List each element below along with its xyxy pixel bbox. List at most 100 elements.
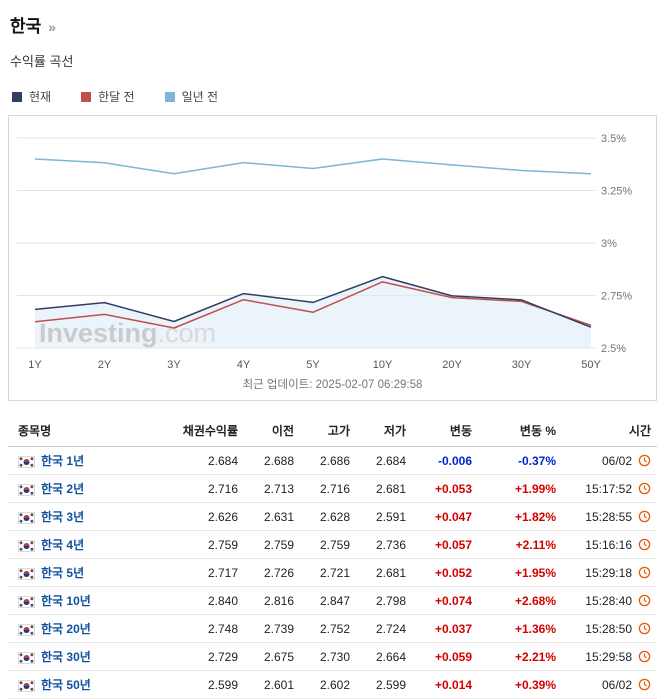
page-header: 한국 » <box>8 8 657 39</box>
legend-item-one-month-ago[interactable]: 한달 전 <box>81 88 135 105</box>
change-cell: +0.052 <box>412 558 478 587</box>
change-pct-cell: +2.21% <box>478 642 562 671</box>
x-axis-tick-label: 4Y <box>237 359 251 371</box>
change-pct-cell: +1.95% <box>478 558 562 587</box>
legend-swatch-one-month-icon <box>81 91 92 102</box>
instrument-cell: 한국 3년 <box>8 502 158 531</box>
yield-cell: 2.684 <box>158 446 244 475</box>
x-axis-tick-label: 5Y <box>306 359 320 371</box>
instrument-link[interactable]: 한국 3년 <box>41 510 85 524</box>
legend-swatch-one-year-icon <box>164 91 175 102</box>
instrument-cell: 한국 2년 <box>8 474 158 503</box>
table-row: 한국 4년 2.759 2.759 2.759 2.736 +0.057 +2.11% 15:… <box>8 530 657 559</box>
yield-cell: 2.759 <box>158 530 244 559</box>
table-row: 한국 5년 2.717 2.726 2.721 2.681 +0.052 +1.95% 15:… <box>8 558 657 587</box>
south-korea-flag-icon <box>18 484 35 496</box>
y-axis-tick-label: 2.5% <box>601 343 626 355</box>
yield-cell: 2.840 <box>158 586 244 615</box>
yield-cell: 2.599 <box>158 670 244 699</box>
table-row: 한국 1년 2.684 2.688 2.686 2.684 -0.006 -0.37% 06/… <box>8 446 657 475</box>
col-header-time[interactable]: 시간 <box>562 415 657 447</box>
instrument-link[interactable]: 한국 4년 <box>41 538 85 552</box>
change-pct-cell: +1.99% <box>478 474 562 503</box>
time-label: 15:29:58 <box>585 649 632 664</box>
change-pct-cell: +1.82% <box>478 502 562 531</box>
high-cell: 2.759 <box>300 530 356 559</box>
col-header-previous[interactable]: 이전 <box>244 415 300 447</box>
col-header-yield[interactable]: 채권수익률 <box>158 415 244 447</box>
previous-cell: 2.759 <box>244 530 300 559</box>
bonds-table-body: 한국 1년 2.684 2.688 2.686 2.684 -0.006 -0.37% 06/… <box>8 446 657 699</box>
x-axis-tick-label: 50Y <box>581 359 601 371</box>
instrument-link[interactable]: 한국 30년 <box>41 650 91 664</box>
instrument-cell: 한국 50년 <box>8 670 158 699</box>
col-header-name[interactable]: 종목명 <box>8 415 158 447</box>
series-line-2 <box>34 158 592 175</box>
clock-icon <box>638 483 651 495</box>
chart-legend: 현재 한달 전 일년 전 <box>12 88 657 105</box>
legend-item-one-year-ago[interactable]: 일년 전 <box>164 88 218 105</box>
instrument-cell: 한국 30년 <box>8 642 158 671</box>
previous-cell: 2.601 <box>244 670 300 699</box>
instrument-link[interactable]: 한국 5년 <box>41 566 85 580</box>
table-row: 한국 50년 2.599 2.601 2.602 2.599 +0.014 +0.39% 06… <box>8 670 657 699</box>
change-pct-cell: +1.36% <box>478 614 562 643</box>
x-axis-tick-label: 3Y <box>167 359 181 371</box>
previous-cell: 2.739 <box>244 614 300 643</box>
legend-label-one-month: 한달 전 <box>98 90 135 104</box>
low-cell: 2.681 <box>356 474 412 503</box>
bonds-table: 종목명 채권수익률 이전 고가 저가 변동 변동 % 시간 한국 1년 2.684… <box>8 415 657 699</box>
instrument-link[interactable]: 한국 20년 <box>41 622 91 636</box>
south-korea-flag-icon <box>18 540 35 552</box>
high-cell: 2.752 <box>300 614 356 643</box>
clock-icon <box>638 679 651 691</box>
change-pct-cell: +2.11% <box>478 530 562 559</box>
time-label: 15:16:16 <box>585 537 632 552</box>
table-row: 한국 30년 2.729 2.675 2.730 2.664 +0.059 +2.21% 15… <box>8 642 657 671</box>
table-row: 한국 3년 2.626 2.631 2.628 2.591 +0.047 +1.82% 15:… <box>8 502 657 531</box>
high-cell: 2.602 <box>300 670 356 699</box>
instrument-link[interactable]: 한국 50년 <box>41 678 91 692</box>
instrument-link[interactable]: 한국 10년 <box>41 594 91 608</box>
instrument-link[interactable]: 한국 1년 <box>41 454 85 468</box>
instrument-cell: 한국 5년 <box>8 558 158 587</box>
high-cell: 2.716 <box>300 474 356 503</box>
x-axis-tick-label: 30Y <box>512 359 532 371</box>
time-label: 15:29:18 <box>585 565 632 580</box>
change-cell: +0.037 <box>412 614 478 643</box>
col-header-high[interactable]: 고가 <box>300 415 356 447</box>
time-cell: 15:28:50 <box>562 614 657 643</box>
instrument-cell: 한국 10년 <box>8 586 158 615</box>
time-label: 15:17:52 <box>585 481 632 496</box>
clock-icon <box>638 567 651 579</box>
y-axis-tick-label: 3.5% <box>601 133 626 145</box>
change-pct-cell: +0.39% <box>478 670 562 699</box>
title-more-link[interactable]: » <box>48 19 57 35</box>
col-header-low[interactable]: 저가 <box>356 415 412 447</box>
time-cell: 06/02 <box>562 670 657 699</box>
table-header-row: 종목명 채권수익률 이전 고가 저가 변동 변동 % 시간 <box>8 415 657 447</box>
col-header-change[interactable]: 변동 <box>412 415 478 447</box>
time-label: 15:28:55 <box>585 509 632 524</box>
low-cell: 2.591 <box>356 502 412 531</box>
change-cell: +0.074 <box>412 586 478 615</box>
high-cell: 2.686 <box>300 446 356 475</box>
yield-curve-chart: 3.5% 3.25% 3% 2.75% 2.5% Investing.com 1Y 2Y 3Y 4… <box>8 115 657 401</box>
previous-cell: 2.631 <box>244 502 300 531</box>
x-axis-tick-label: 1Y <box>28 359 42 371</box>
instrument-link[interactable]: 한국 2년 <box>41 482 85 496</box>
chart-canvas-host[interactable]: 3.5% 3.25% 3% 2.75% 2.5% Investing.com 1Y 2Y 3Y 4… <box>13 124 652 374</box>
high-cell: 2.721 <box>300 558 356 587</box>
low-cell: 2.724 <box>356 614 412 643</box>
south-korea-flag-icon <box>18 456 35 468</box>
col-header-change-pct[interactable]: 변동 % <box>478 415 562 447</box>
y-axis-tick-label: 2.75% <box>601 291 632 303</box>
time-label: 15:28:50 <box>585 621 632 636</box>
x-axis-tick-label: 10Y <box>373 359 393 371</box>
table-row: 한국 2년 2.716 2.713 2.716 2.681 +0.053 +1.99% 15:… <box>8 474 657 503</box>
yield-cell: 2.729 <box>158 642 244 671</box>
legend-item-current[interactable]: 현재 <box>12 88 51 105</box>
instrument-cell: 한국 20년 <box>8 614 158 643</box>
low-cell: 2.798 <box>356 586 412 615</box>
